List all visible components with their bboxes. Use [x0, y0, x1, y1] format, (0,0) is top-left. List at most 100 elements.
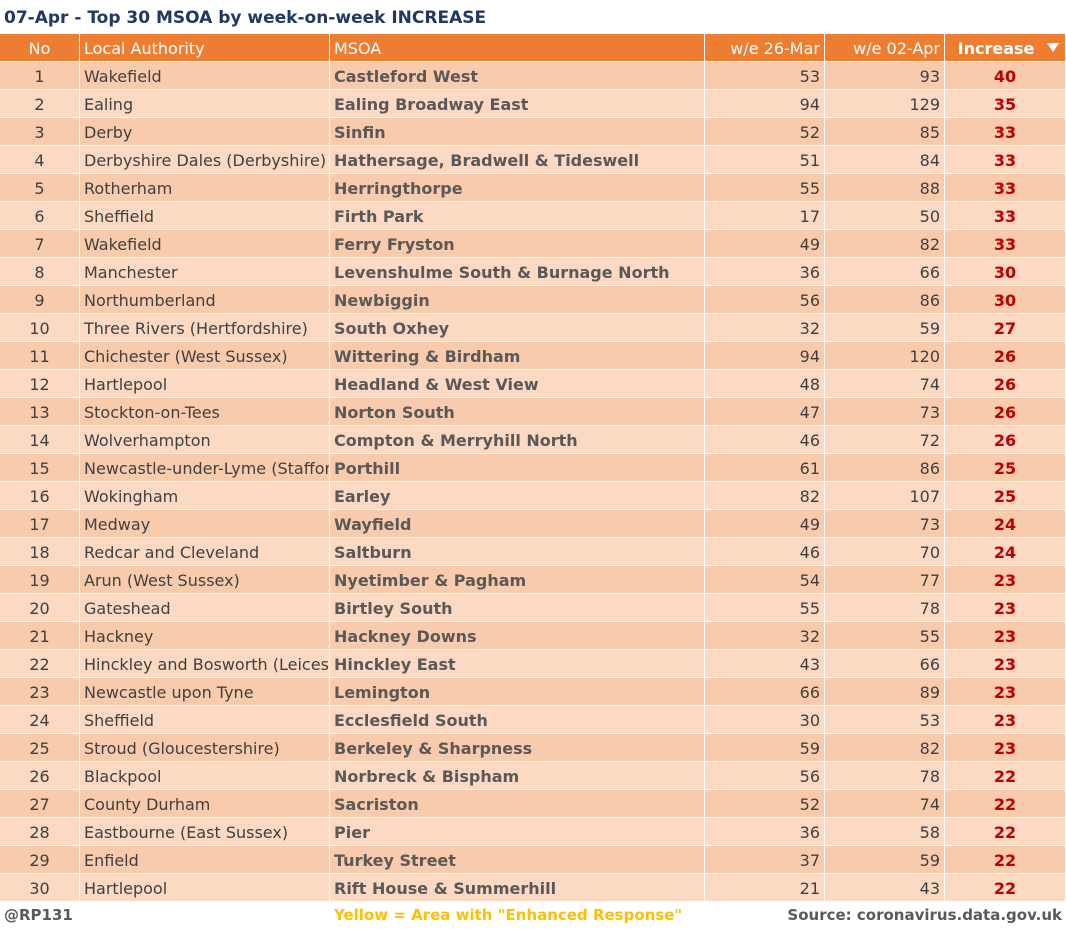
- row-number: 11: [0, 342, 80, 370]
- local-authority: Manchester: [80, 258, 330, 286]
- local-authority: County Durham: [80, 790, 330, 818]
- local-authority: Eastbourne (East Sussex): [80, 818, 330, 846]
- value-curr: 93: [825, 62, 945, 90]
- row-number: 22: [0, 650, 80, 678]
- increase: 23: [945, 566, 1066, 594]
- source: Source: coronavirus.data.gov.uk: [787, 906, 1062, 924]
- increase: 33: [945, 230, 1066, 258]
- value-prev: 21: [705, 874, 825, 902]
- row-number: 12: [0, 370, 80, 398]
- increase: 26: [945, 398, 1066, 426]
- local-authority: Newcastle upon Tyne: [80, 678, 330, 706]
- value-prev: 53: [705, 62, 825, 90]
- value-prev: 56: [705, 762, 825, 790]
- increase: 33: [945, 202, 1066, 230]
- msoa: Norton South: [330, 398, 705, 426]
- increase: 27: [945, 314, 1066, 342]
- row-number: 28: [0, 818, 80, 846]
- local-authority: Ealing: [80, 90, 330, 118]
- increase: 24: [945, 510, 1066, 538]
- value-prev: 52: [705, 118, 825, 146]
- local-authority: Rotherham: [80, 174, 330, 202]
- column-header: MSOA: [330, 34, 705, 62]
- value-curr: 70: [825, 538, 945, 566]
- value-prev: 52: [705, 790, 825, 818]
- msoa: Lemington: [330, 678, 705, 706]
- increase: 26: [945, 342, 1066, 370]
- value-curr: 85: [825, 118, 945, 146]
- increase: 33: [945, 118, 1066, 146]
- value-curr: 120: [825, 342, 945, 370]
- local-authority: Wakefield: [80, 230, 330, 258]
- value-prev: 51: [705, 146, 825, 174]
- msoa: Newbiggin: [330, 286, 705, 314]
- row-number: 21: [0, 622, 80, 650]
- value-curr: 59: [825, 846, 945, 874]
- increase: 26: [945, 426, 1066, 454]
- local-authority: Sheffield: [80, 202, 330, 230]
- msoa: Rift House & Summerhill: [330, 874, 705, 902]
- value-prev: 46: [705, 426, 825, 454]
- increase: 23: [945, 706, 1066, 734]
- local-authority: Hartlepool: [80, 370, 330, 398]
- value-curr: 82: [825, 734, 945, 762]
- local-authority: Blackpool: [80, 762, 330, 790]
- msoa: Ferry Fryston: [330, 230, 705, 258]
- local-authority: Hinckley and Bosworth (Leiceste: [80, 650, 330, 678]
- local-authority: Enfield: [80, 846, 330, 874]
- local-authority: Arun (West Sussex): [80, 566, 330, 594]
- value-curr: 73: [825, 398, 945, 426]
- increase: 22: [945, 874, 1066, 902]
- increase: 22: [945, 846, 1066, 874]
- row-number: 4: [0, 146, 80, 174]
- msoa: Norbreck & Bispham: [330, 762, 705, 790]
- value-prev: 56: [705, 286, 825, 314]
- value-curr: 74: [825, 370, 945, 398]
- value-prev: 37: [705, 846, 825, 874]
- msoa: South Oxhey: [330, 314, 705, 342]
- value-prev: 32: [705, 314, 825, 342]
- value-prev: 36: [705, 818, 825, 846]
- value-curr: 77: [825, 566, 945, 594]
- local-authority: Three Rivers (Hertfordshire): [80, 314, 330, 342]
- row-number: 5: [0, 174, 80, 202]
- msoa: Headland & West View: [330, 370, 705, 398]
- local-authority: Derby: [80, 118, 330, 146]
- increase: 33: [945, 174, 1066, 202]
- msoa: Turkey Street: [330, 846, 705, 874]
- value-curr: 43: [825, 874, 945, 902]
- msoa: Nyetimber & Pagham: [330, 566, 705, 594]
- value-curr: 55: [825, 622, 945, 650]
- row-number: 3: [0, 118, 80, 146]
- msoa: Hinckley East: [330, 650, 705, 678]
- msoa: Pier: [330, 818, 705, 846]
- value-curr: 73: [825, 510, 945, 538]
- value-curr: 82: [825, 230, 945, 258]
- local-authority: Sheffield: [80, 706, 330, 734]
- row-number: 10: [0, 314, 80, 342]
- value-prev: 54: [705, 566, 825, 594]
- value-prev: 30: [705, 706, 825, 734]
- row-number: 23: [0, 678, 80, 706]
- row-number: 7: [0, 230, 80, 258]
- row-number: 6: [0, 202, 80, 230]
- column-header: No: [0, 34, 80, 62]
- local-authority: Stroud (Gloucestershire): [80, 734, 330, 762]
- local-authority: Redcar and Cleveland: [80, 538, 330, 566]
- value-curr: 78: [825, 594, 945, 622]
- value-prev: 47: [705, 398, 825, 426]
- title: 07-Apr - Top 30 MSOA by week-on-week INC…: [4, 8, 487, 28]
- increase: 23: [945, 594, 1066, 622]
- increase: 25: [945, 482, 1066, 510]
- msoa: Berkeley & Sharpness: [330, 734, 705, 762]
- value-curr: 89: [825, 678, 945, 706]
- value-curr: 78: [825, 762, 945, 790]
- value-curr: 72: [825, 426, 945, 454]
- local-authority: Wakefield: [80, 62, 330, 90]
- value-prev: 36: [705, 258, 825, 286]
- msoa: Saltburn: [330, 538, 705, 566]
- increase: 33: [945, 146, 1066, 174]
- value-curr: 59: [825, 314, 945, 342]
- msoa: Sacriston: [330, 790, 705, 818]
